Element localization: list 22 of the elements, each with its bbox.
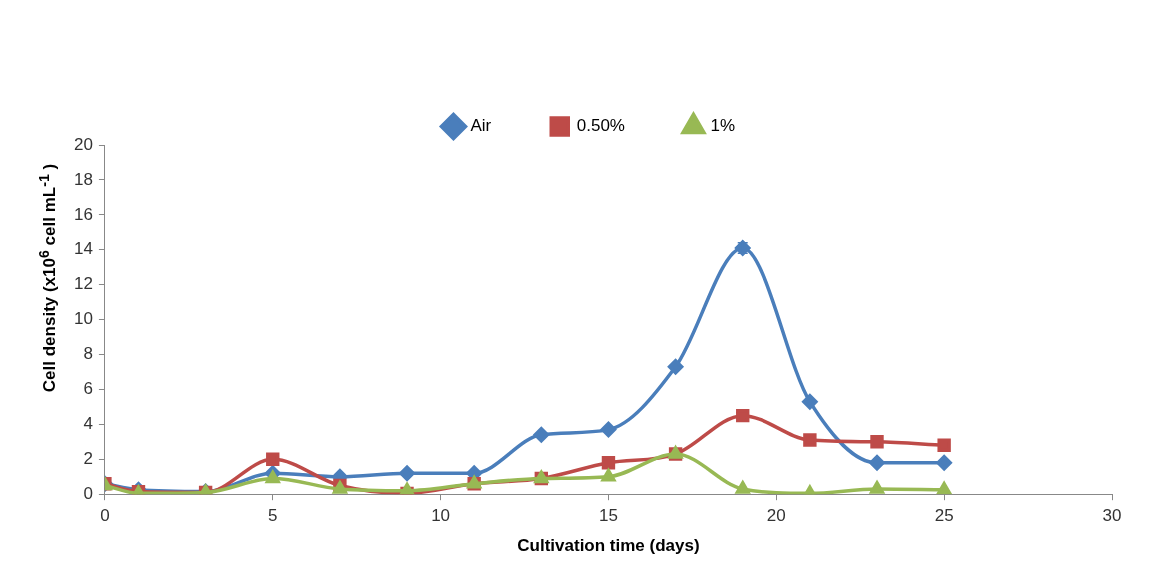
- y-tick-label: 14: [73, 239, 93, 259]
- legend-label: 1%: [710, 116, 736, 136]
- y-tick-label: 0: [83, 483, 93, 503]
- legend-label: 0.50%: [576, 116, 625, 136]
- y-tick-label: 8: [83, 344, 93, 364]
- x-tick-label: 0: [100, 506, 110, 526]
- y-tick-label: 2: [83, 448, 93, 468]
- y-tick-label: 20: [73, 134, 93, 154]
- y-tick-label: 18: [73, 169, 93, 189]
- y-tick-label: 12: [73, 274, 93, 294]
- x-axis-title: Cultivation time (days): [517, 536, 700, 556]
- x-tick-label: 30: [1102, 506, 1122, 526]
- x-tick-label: 10: [431, 506, 451, 526]
- x-tick-label: 15: [598, 506, 618, 526]
- x-tick-label: 20: [766, 506, 786, 526]
- x-tick-label: 25: [934, 506, 954, 526]
- x-tick-label: 5: [268, 506, 278, 526]
- y-tick-label: 6: [83, 379, 93, 399]
- y-tick-label: 16: [73, 204, 93, 224]
- y-tick-label: 4: [83, 414, 93, 434]
- legend-label: Air: [470, 116, 492, 136]
- y-tick-label: 10: [73, 309, 93, 329]
